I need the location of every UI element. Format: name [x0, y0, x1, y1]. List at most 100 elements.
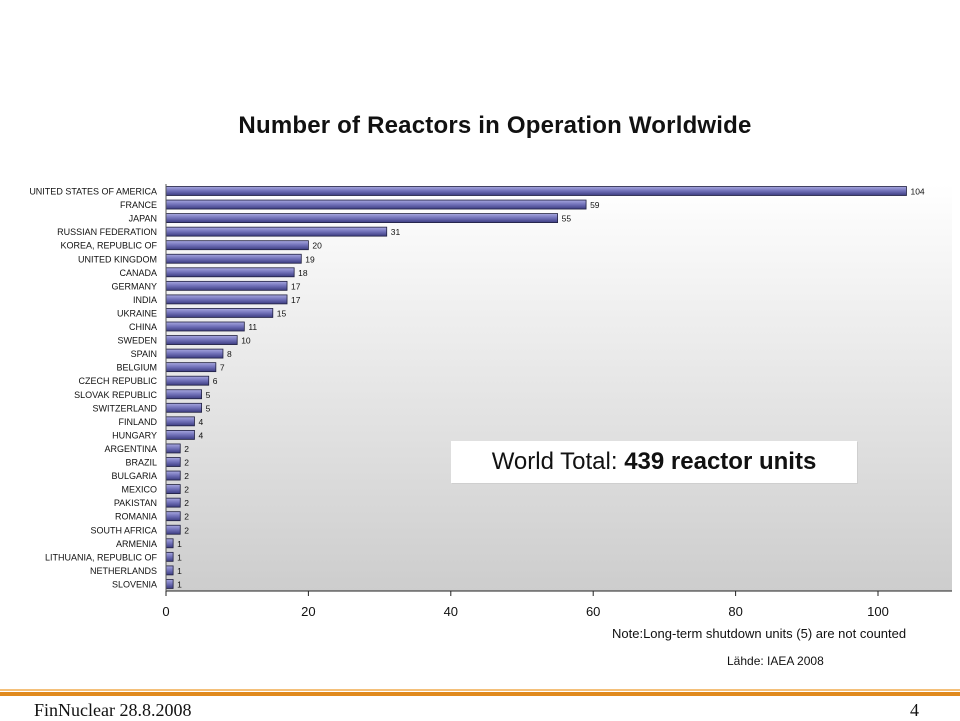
data-label: 20: [312, 241, 322, 251]
category-label: SWITZERLAND: [92, 403, 157, 413]
data-label: 104: [910, 187, 924, 197]
data-label: 4: [198, 417, 203, 427]
category-label: ARGENTINA: [104, 444, 157, 454]
world-total-unit: reactor units: [670, 448, 817, 475]
data-label: 1: [177, 566, 182, 576]
data-label: 7: [220, 363, 225, 373]
bar: [165, 335, 238, 345]
x-tick-label: 80: [728, 604, 742, 619]
data-label: 59: [590, 200, 600, 210]
data-label: 1: [177, 539, 182, 549]
category-label: LITHUANIA, REPUBLIC OF: [45, 552, 158, 562]
footer-divider-light: [0, 689, 960, 691]
data-label: 2: [184, 458, 189, 468]
data-label: 18: [298, 268, 308, 278]
data-label: 55: [562, 214, 572, 224]
page-number: 4: [910, 700, 919, 720]
bar: [165, 402, 202, 413]
data-label: 1: [177, 552, 182, 562]
category-label: SOUTH AFRICA: [90, 525, 157, 535]
bar: [165, 348, 224, 359]
category-label: UKRAINE: [117, 308, 157, 318]
bar: [165, 497, 181, 508]
bar: [165, 457, 181, 467]
bar: [165, 308, 274, 318]
world-total-annotation: World Total: 439 reactor units: [451, 441, 857, 483]
data-label: 17: [291, 281, 301, 291]
x-tick-label: 20: [301, 604, 315, 619]
x-tick-label: 0: [162, 604, 169, 619]
chart-title: Number of Reactors in Operation Worldwid…: [238, 112, 752, 139]
category-label: UNITED STATES OF AMERICA: [29, 187, 157, 197]
chart-note: Note:Long-term shutdown units (5) are no…: [612, 626, 907, 641]
bar: [165, 375, 210, 386]
category-label: SWEDEN: [117, 336, 157, 346]
category-label: CHINA: [129, 322, 157, 332]
data-label: 2: [184, 498, 189, 508]
category-label: PAKISTAN: [114, 498, 157, 508]
category-label: RUSSIAN FEDERATION: [57, 227, 157, 237]
bar: [165, 186, 907, 196]
bar: [165, 429, 195, 440]
category-label: HUNGARY: [112, 430, 157, 440]
bar: [165, 524, 181, 535]
x-tick-label: 60: [586, 604, 600, 619]
data-label: 6: [213, 376, 218, 386]
bar: [165, 484, 181, 495]
plot-area: [166, 184, 952, 591]
bar: [165, 213, 559, 224]
bar: [165, 226, 388, 237]
category-label: KOREA, REPUBLIC OF: [60, 241, 157, 251]
category-label: CANADA: [119, 268, 157, 278]
data-label: 19: [305, 254, 315, 264]
data-label: 15: [277, 308, 287, 318]
data-label: 31: [391, 227, 401, 237]
data-label: 17: [291, 295, 301, 305]
footer-text: FinNuclear 28.8.2008: [34, 700, 192, 720]
data-label: 4: [198, 430, 203, 440]
category-label: ARMENIA: [116, 539, 157, 549]
category-label: UNITED KINGDOM: [78, 254, 157, 264]
category-label: MEXICO: [121, 485, 157, 495]
category-label: SLOVAK REPUBLIC: [74, 390, 157, 400]
data-label: 1: [177, 579, 182, 589]
category-label: FRANCE: [120, 200, 157, 210]
bar: [165, 294, 288, 305]
data-label: 8: [227, 349, 232, 359]
bar: [165, 443, 181, 454]
category-label: SLOVENIA: [112, 579, 157, 589]
bar: [165, 565, 174, 576]
bar: [165, 511, 181, 522]
source-label: Lähde: IAEA 2008: [727, 654, 824, 668]
bar: [165, 551, 174, 562]
x-tick-label: 100: [867, 604, 889, 619]
bar: [165, 321, 245, 332]
data-label: 10: [241, 336, 251, 346]
bar: [165, 416, 195, 427]
category-label: BULGARIA: [111, 471, 157, 481]
bar: [165, 470, 181, 481]
footer-divider: [0, 692, 960, 696]
category-label: ROMANIA: [115, 512, 157, 522]
category-label: GERMANY: [111, 281, 157, 291]
bar: [165, 280, 288, 291]
category-label: INDIA: [133, 295, 157, 305]
bar: [165, 267, 295, 278]
category-label: BRAZIL: [125, 458, 157, 468]
data-label: 5: [206, 390, 211, 400]
bar: [165, 538, 174, 549]
category-label: JAPAN: [129, 214, 157, 224]
data-label: 2: [184, 525, 189, 535]
data-label: 11: [248, 322, 257, 332]
category-label: NETHERLANDS: [90, 566, 157, 576]
world-total-value: 439: [624, 448, 665, 475]
data-label: 2: [184, 485, 189, 495]
category-label: FINLAND: [118, 417, 157, 427]
data-label: 2: [184, 512, 189, 522]
bar: [165, 253, 302, 264]
bar: [165, 579, 174, 589]
bar: [165, 362, 217, 373]
bar: [165, 240, 309, 251]
x-tick-label: 40: [444, 604, 458, 619]
category-label: BELGIUM: [116, 363, 157, 373]
